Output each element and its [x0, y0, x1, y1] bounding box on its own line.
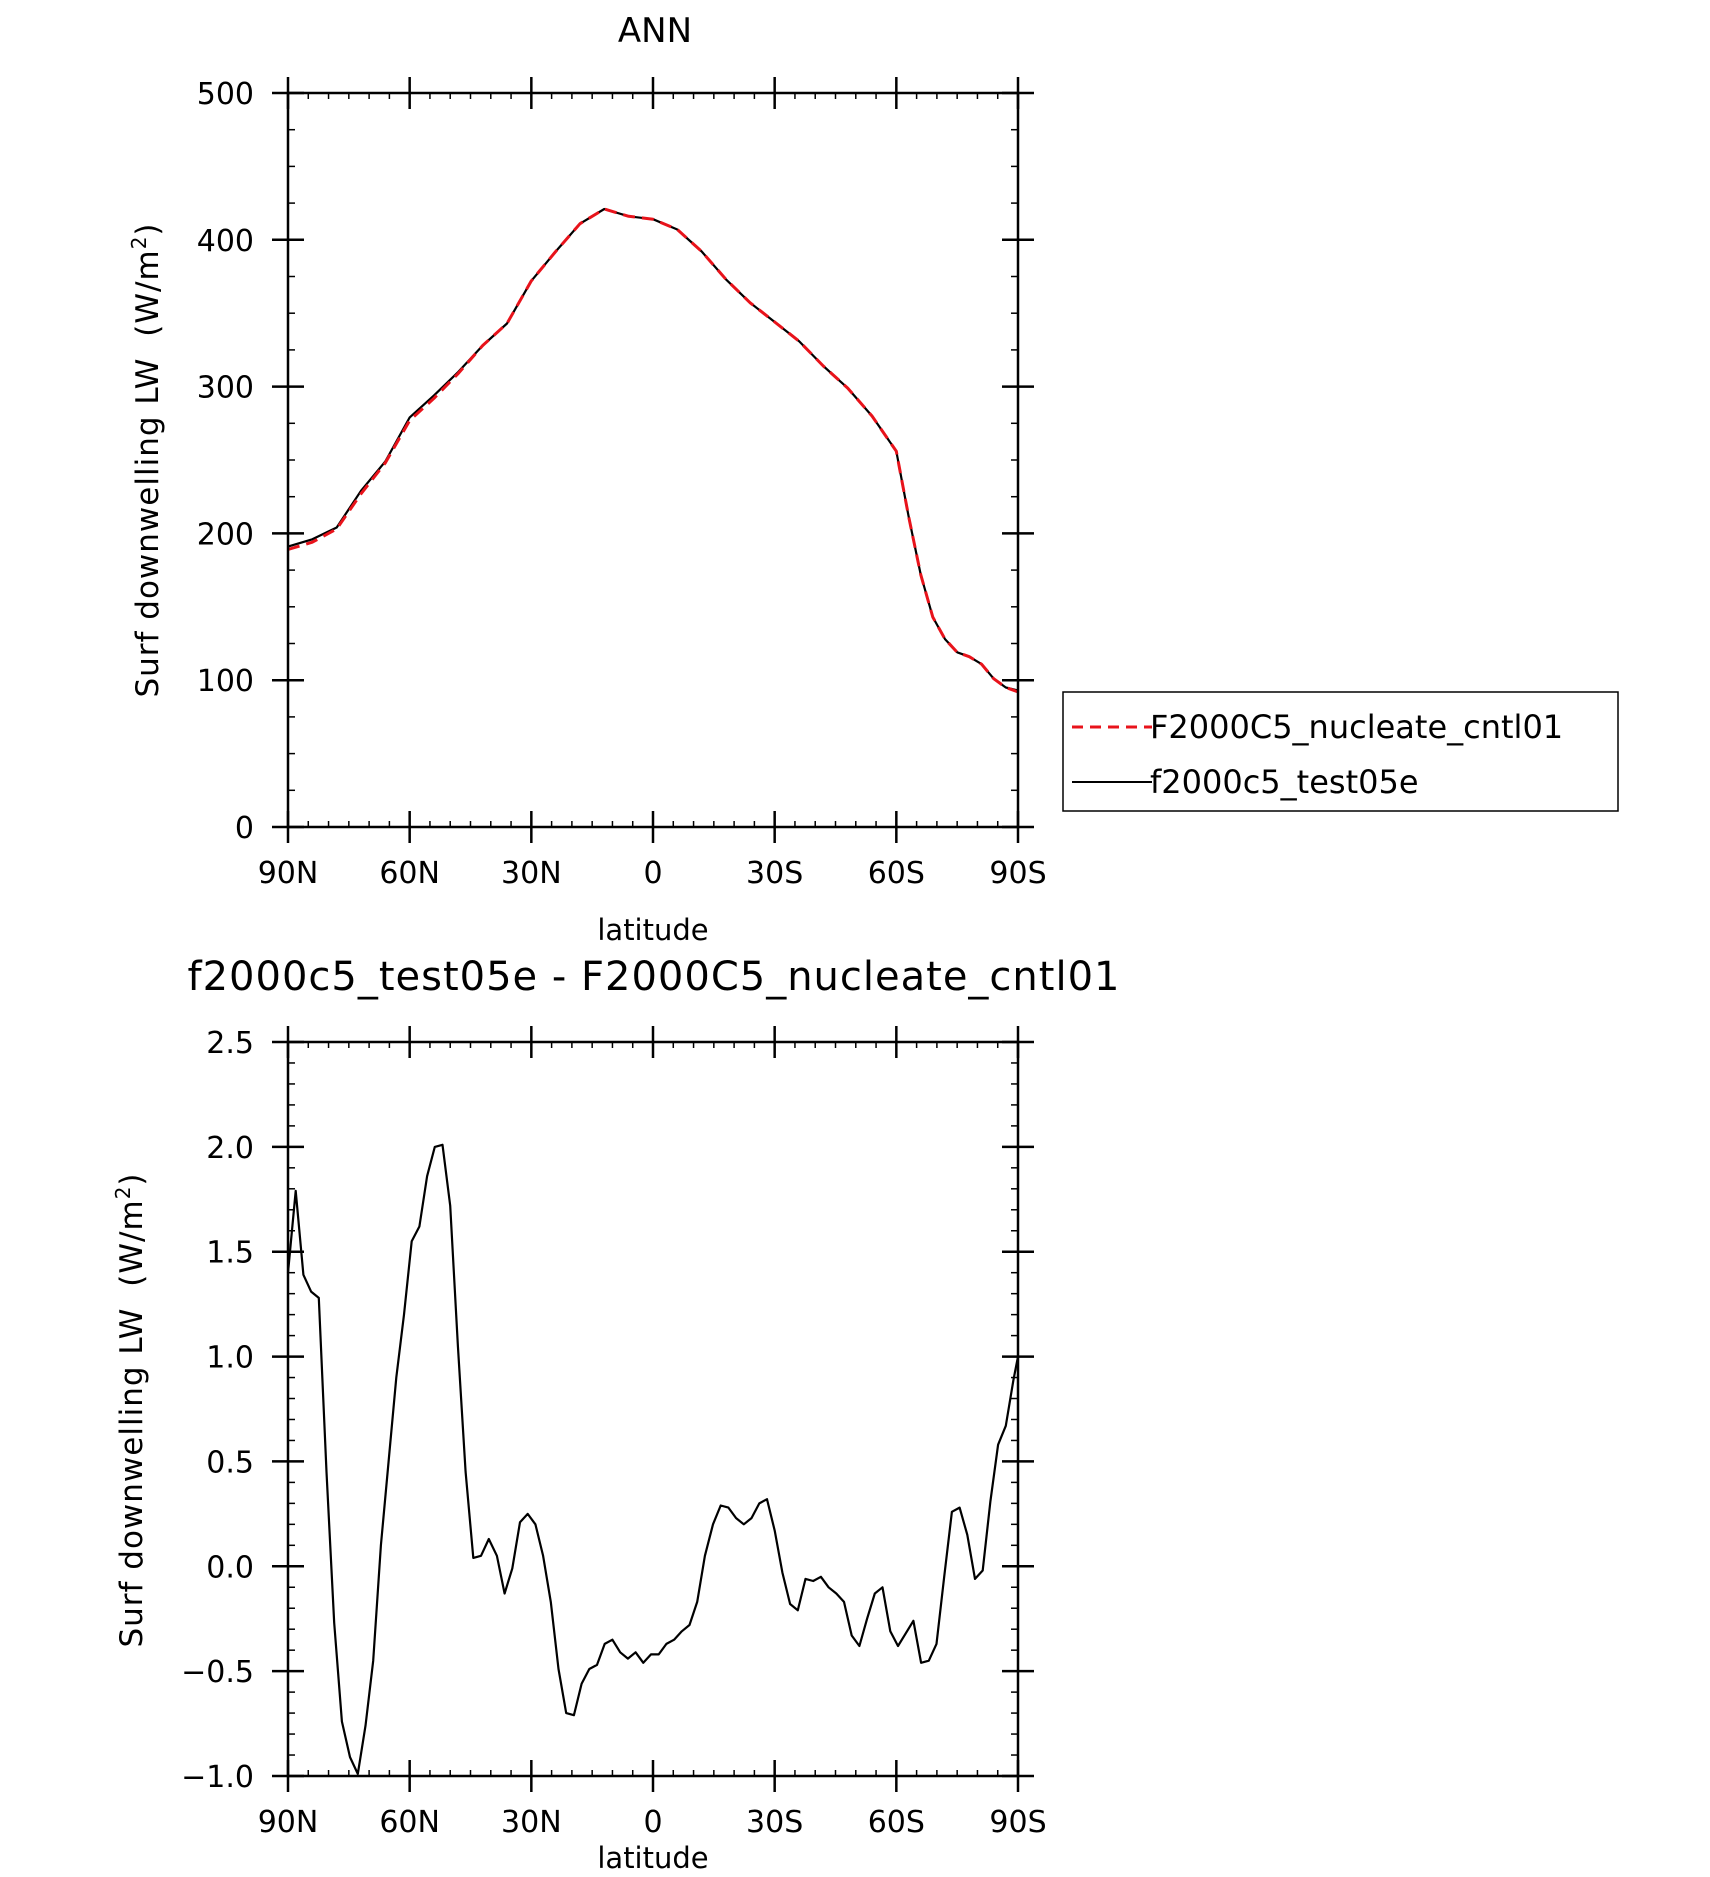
top-chart-ylabel: Surf downwelling LW (W/m2) — [127, 222, 166, 697]
x-tick-label: 60S — [868, 1805, 925, 1840]
x-tick-label: 30N — [501, 1805, 562, 1840]
bottom-chart-ylabel-unit-sup: 2 — [111, 1186, 135, 1200]
top-chart-title: ANN — [618, 11, 692, 51]
legend-box — [1062, 691, 1619, 812]
x-tick-label: 60N — [379, 856, 440, 891]
y-tick-label: 1.0 — [206, 1341, 254, 1376]
y-tick-label: 2.0 — [206, 1131, 254, 1166]
legend-label-cntl01: F2000C5_nucleate_cntl01 — [1150, 708, 1563, 746]
bottom-chart-ylabel-unit: (W/m — [114, 1199, 150, 1286]
top-chart-series — [287, 207, 1019, 694]
y-tick-label: 300 — [197, 371, 254, 406]
y-tick-label: 0 — [235, 811, 254, 846]
bottom-chart-ylabel-unit-close: ) — [114, 1172, 150, 1185]
x-tick-label: 60N — [379, 1805, 440, 1840]
x-tick-label: 0 — [643, 856, 662, 891]
bottom-chart-frame — [286, 1040, 1020, 1778]
x-tick-label: 90S — [989, 1805, 1046, 1840]
x-tick-label: 30N — [501, 856, 562, 891]
series-line-test05e — [287, 207, 1019, 692]
top-chart-ylabel-unit: (W/m — [130, 249, 166, 336]
x-tick-label: 90N — [258, 856, 319, 891]
x-tick-label: 30S — [746, 856, 803, 891]
series-line-difference — [286, 1143, 1020, 1776]
y-tick-label: 2.5 — [206, 1026, 254, 1061]
y-tick-label: 0.5 — [206, 1445, 254, 1480]
legend-label-test05e: f2000c5_test05e — [1150, 763, 1419, 801]
bottom-chart-ylabel: Surf downwelling LW (W/m2) — [111, 1172, 150, 1647]
top-chart-ylabel-unit-close: ) — [130, 222, 166, 235]
x-tick-label: 0 — [643, 1805, 662, 1840]
y-tick-label: −0.5 — [181, 1655, 254, 1690]
y-tick-label: −1.0 — [181, 1760, 254, 1795]
y-tick-label: 0.0 — [206, 1550, 254, 1585]
y-tick-label: 200 — [197, 517, 254, 552]
bottom-chart-ylabel-text: Surf downwelling LW — [114, 1308, 150, 1648]
top-chart-ticks: 90N 60N 30N 0 30S 60S 90S 0 100 200 300 400 500 — [197, 77, 1047, 891]
y-tick-label: 100 — [197, 664, 254, 699]
bottom-chart-xlabel: latitude — [597, 1841, 708, 1875]
top-chart-xlabel: latitude — [597, 913, 708, 947]
top-chart-ylabel-unit-sup: 2 — [127, 236, 151, 250]
top-chart-panel: ANN 90N 60N 30N 0 30S 60S 90S0100200300400500 … — [127, 11, 1619, 947]
y-tick-label: 400 — [197, 224, 254, 259]
bottom-chart-title: f2000c5_test05e - F2000C5_nucleate_cntl0… — [188, 954, 1121, 1000]
bottom-chart-panel: f2000c5_test05e - F2000C5_nucleate_cntl0… — [111, 954, 1121, 1875]
x-tick-label: 60S — [868, 856, 925, 891]
y-tick-label: 1.5 — [206, 1236, 254, 1271]
x-tick-label: 90N — [258, 1805, 319, 1840]
bottom-chart-ticks: 90N 60N 30N 0 30S 60S 90S −1.0 −0.5 0.0 0.5 1.0 1.5 2… — [181, 1026, 1047, 1840]
bottom-chart-series — [286, 1143, 1020, 1776]
top-chart-legend: F2000C5_nucleate_cntl01 f2000c5_test05e — [1062, 691, 1619, 812]
top-chart-frame — [286, 91, 1020, 829]
series-line-cntl01 — [287, 207, 1019, 694]
x-tick-label: 30S — [746, 1805, 803, 1840]
x-tick-label: 90S — [989, 856, 1046, 891]
top-chart-ylabel-text: Surf downwelling LW — [130, 358, 166, 698]
y-tick-label: 500 — [197, 77, 254, 112]
